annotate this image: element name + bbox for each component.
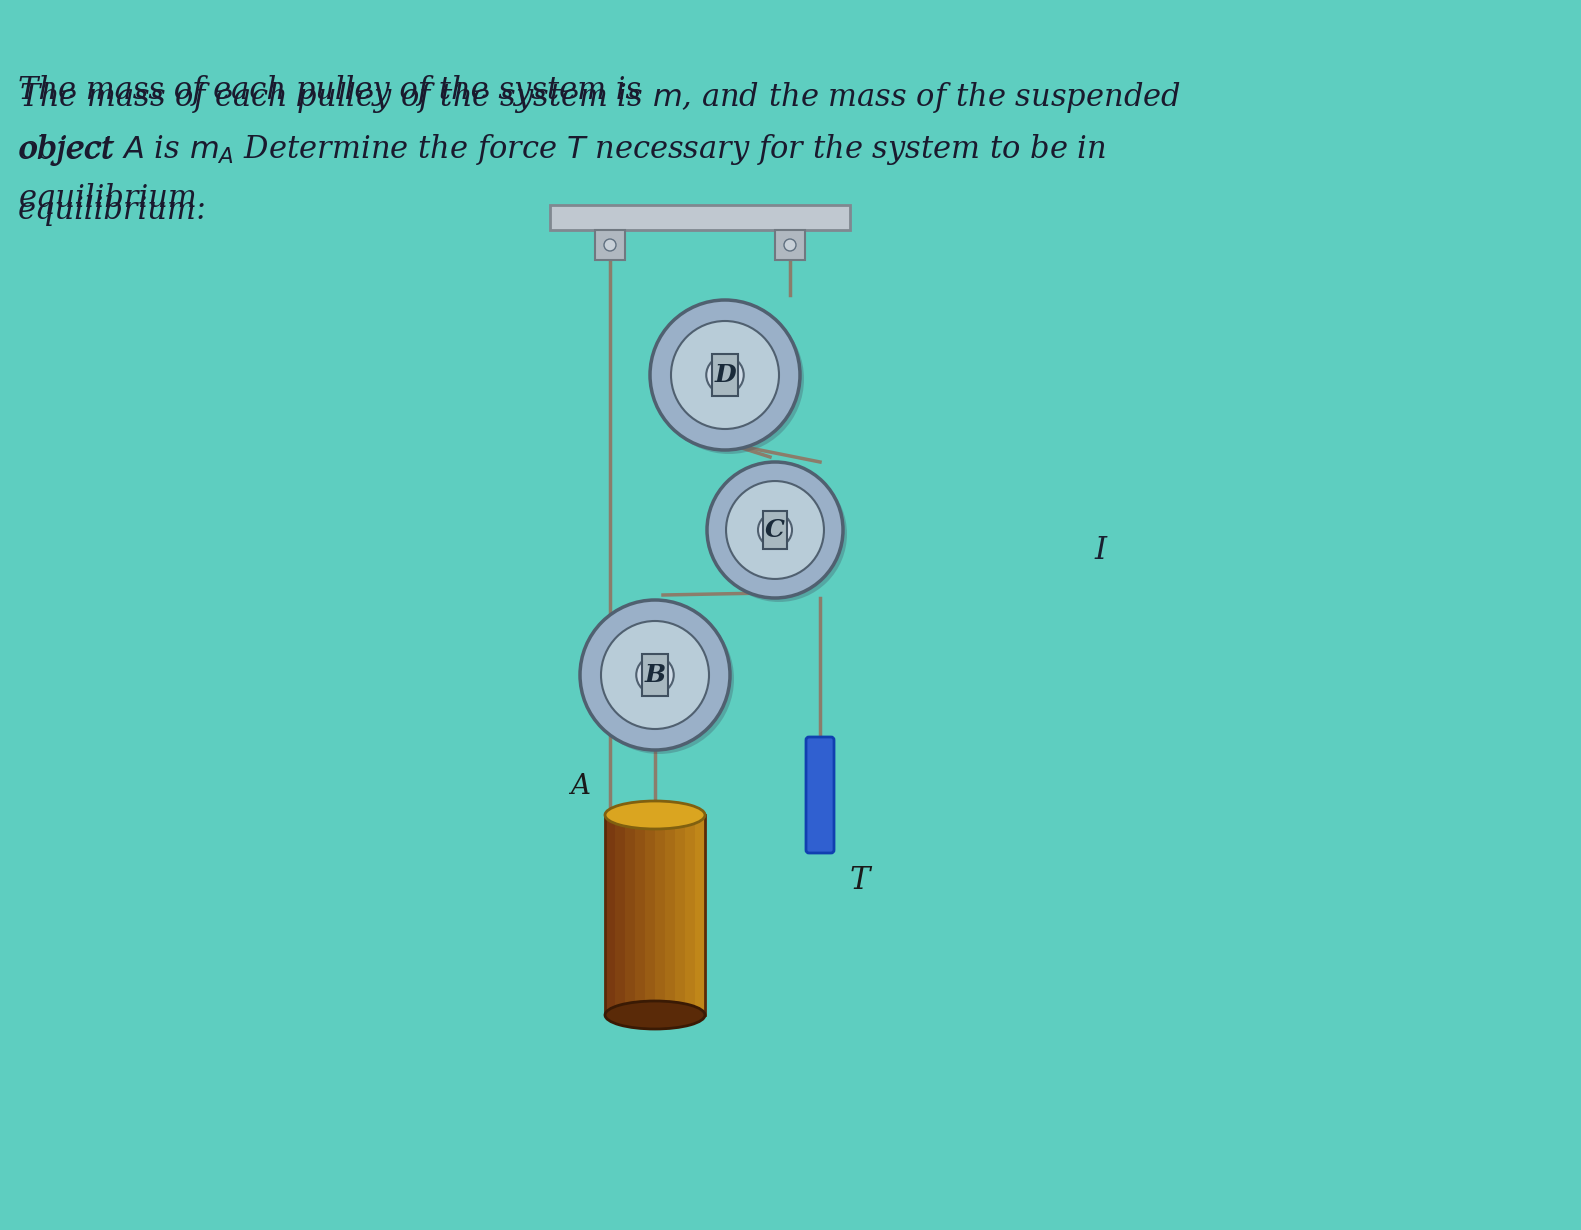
Bar <box>636 815 647 1015</box>
Circle shape <box>757 513 792 547</box>
Bar <box>666 815 677 1015</box>
Text: object $A$ is $m_A$ Determine the force $T$ necessary for the system to be in: object $A$ is $m_A$ Determine the force … <box>19 132 1107 166</box>
Circle shape <box>711 466 847 601</box>
FancyBboxPatch shape <box>806 737 835 852</box>
Text: B: B <box>645 663 666 688</box>
Circle shape <box>636 657 674 694</box>
Bar <box>675 815 686 1015</box>
Circle shape <box>707 357 743 394</box>
Bar <box>624 815 636 1015</box>
Text: C: C <box>765 518 784 542</box>
Circle shape <box>650 300 800 450</box>
Text: object: object <box>17 135 122 166</box>
Circle shape <box>707 462 843 598</box>
Bar <box>696 815 707 1015</box>
Text: I: I <box>1094 535 1107 566</box>
Circle shape <box>583 604 734 754</box>
Bar <box>615 815 626 1015</box>
Bar <box>685 815 696 1015</box>
Text: The mass of each pulley of the system is $m$, and the mass of the suspended: The mass of each pulley of the system is… <box>19 80 1181 114</box>
Bar <box>764 512 787 549</box>
Bar <box>775 230 805 260</box>
Circle shape <box>604 239 617 251</box>
Text: equilibrium.: equilibrium. <box>19 183 207 214</box>
Circle shape <box>601 621 708 729</box>
Bar <box>642 654 669 696</box>
Text: equilibrium.: equilibrium. <box>17 196 207 226</box>
FancyBboxPatch shape <box>550 205 851 230</box>
Ellipse shape <box>606 1001 705 1030</box>
Bar <box>606 815 705 1015</box>
Text: T: T <box>851 865 871 895</box>
Text: The mass of each pulley of the system is: The mass of each pulley of the system is <box>17 75 651 106</box>
Text: A: A <box>571 772 590 800</box>
Circle shape <box>580 600 730 750</box>
Circle shape <box>784 239 795 251</box>
Bar <box>711 354 738 396</box>
Circle shape <box>726 481 824 579</box>
Ellipse shape <box>606 801 705 829</box>
Text: D: D <box>715 363 735 387</box>
Circle shape <box>655 304 805 454</box>
Bar <box>594 230 624 260</box>
Bar <box>645 815 656 1015</box>
Bar <box>655 815 666 1015</box>
Bar <box>606 815 617 1015</box>
Circle shape <box>670 321 779 429</box>
